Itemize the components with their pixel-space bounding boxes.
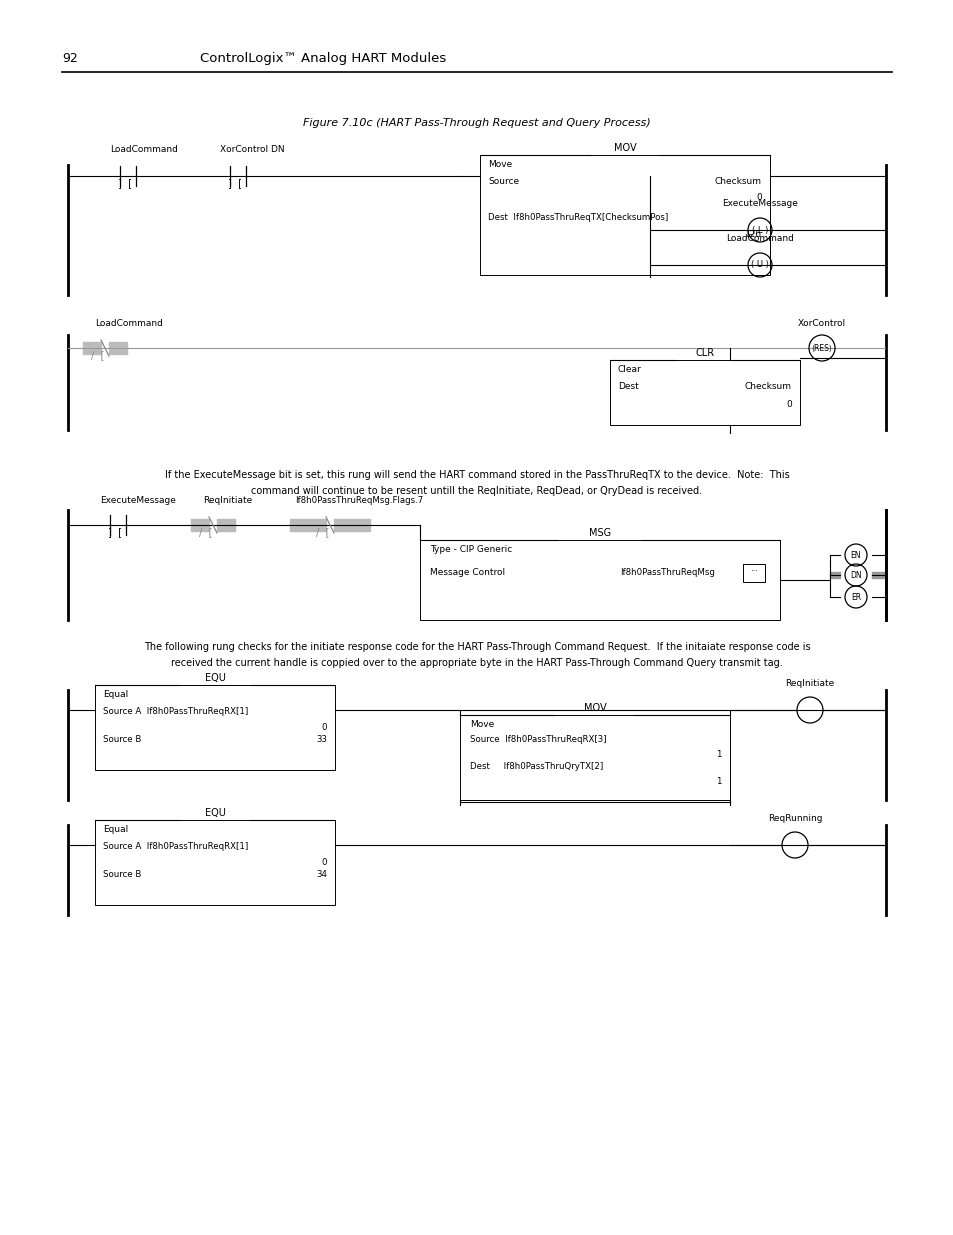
Text: 1: 1 <box>716 750 721 760</box>
Text: ExecuteMessage: ExecuteMessage <box>100 496 175 505</box>
Text: Dest  If8h0PassThruReqTX[ChecksumPos]: Dest If8h0PassThruReqTX[ChecksumPos] <box>488 212 667 222</box>
Text: MSG: MSG <box>588 529 611 538</box>
Text: EQU: EQU <box>204 673 225 683</box>
Text: LoadCommand: LoadCommand <box>110 144 177 154</box>
Text: 1: 1 <box>716 777 721 785</box>
Text: 0: 0 <box>321 722 327 732</box>
Text: Source  If8h0PassThruReqRX[3]: Source If8h0PassThruReqRX[3] <box>470 735 606 743</box>
Text: ]  [: ] [ <box>108 527 122 537</box>
Bar <box>95 820 335 905</box>
Text: MOV: MOV <box>613 143 636 153</box>
Text: ( U ): ( U ) <box>750 261 768 269</box>
Text: ER: ER <box>850 593 861 601</box>
Bar <box>419 540 780 620</box>
Text: ReqRunning: ReqRunning <box>767 814 821 823</box>
Text: Type - CIP Generic: Type - CIP Generic <box>430 545 512 555</box>
Text: 0: 0 <box>756 193 761 203</box>
Text: Checksum: Checksum <box>744 382 791 391</box>
Bar <box>459 715 729 800</box>
Text: 0: 0 <box>321 858 327 867</box>
Text: Source: Source <box>488 177 518 186</box>
Text: 33: 33 <box>315 735 327 743</box>
Text: EN: EN <box>850 551 861 559</box>
Bar <box>95 685 335 769</box>
Text: LoadCommand: LoadCommand <box>95 319 163 329</box>
Bar <box>479 156 769 275</box>
Text: 126: 126 <box>744 230 761 240</box>
Text: DN: DN <box>849 571 861 579</box>
Bar <box>609 359 800 425</box>
Text: The following rung checks for the initiate response code for the HART Pass-Throu: The following rung checks for the initia… <box>144 642 809 652</box>
Text: ]  [: ] [ <box>118 178 132 188</box>
Text: ( L ): ( L ) <box>751 226 767 235</box>
Text: LoadCommand: LoadCommand <box>725 233 793 243</box>
Text: /  [: / [ <box>91 350 104 359</box>
Text: Equal: Equal <box>103 690 128 699</box>
Text: ControlLogix™ Analog HART Modules: ControlLogix™ Analog HART Modules <box>200 52 446 65</box>
Text: MOV: MOV <box>583 703 606 713</box>
Text: 92: 92 <box>62 52 77 65</box>
Bar <box>742 564 764 582</box>
Text: Source A  If8h0PassThruReqRX[1]: Source A If8h0PassThruReqRX[1] <box>103 842 248 851</box>
Text: Dest: Dest <box>618 382 639 391</box>
Text: Checksum: Checksum <box>714 177 761 186</box>
Text: Figure 7.10c (HART Pass-Through Request and Query Process): Figure 7.10c (HART Pass-Through Request … <box>303 119 650 128</box>
Text: /  [: / [ <box>315 527 329 537</box>
Text: If8h0PassThruReqMsg: If8h0PassThruReqMsg <box>619 568 714 577</box>
Text: EQU: EQU <box>204 808 225 818</box>
Text: Source B: Source B <box>103 735 141 743</box>
Text: XorControl DN: XorControl DN <box>220 144 284 154</box>
Text: If8h0PassThruReqMsg.Flags.7: If8h0PassThruReqMsg.Flags.7 <box>294 496 423 505</box>
Text: Move: Move <box>470 720 494 729</box>
Text: Source A  If8h0PassThruReqRX[1]: Source A If8h0PassThruReqRX[1] <box>103 706 248 716</box>
Text: ⟨RES⟩: ⟨RES⟩ <box>811 343 832 352</box>
Text: Message Control: Message Control <box>430 568 504 577</box>
Text: If the ExecuteMessage bit is set, this rung will send the HART command stored in: If the ExecuteMessage bit is set, this r… <box>165 471 788 480</box>
Text: ExecuteMessage: ExecuteMessage <box>721 199 797 207</box>
Text: /  [: / [ <box>199 527 213 537</box>
Text: 34: 34 <box>315 869 327 879</box>
Text: ]  [: ] [ <box>228 178 242 188</box>
Text: Clear: Clear <box>618 366 641 374</box>
Text: received the current handle is coppied over to the appropriate byte in the HART : received the current handle is coppied o… <box>171 658 782 668</box>
Text: 0: 0 <box>785 400 791 409</box>
Text: ReqInitiate: ReqInitiate <box>784 679 834 688</box>
Text: XorControl: XorControl <box>797 319 845 329</box>
Text: ...: ... <box>749 564 757 573</box>
Text: Move: Move <box>488 161 512 169</box>
Text: ReqInitiate: ReqInitiate <box>203 496 252 505</box>
Text: CLR: CLR <box>695 348 714 358</box>
Text: command will continue to be resent untill the ReqInitiate, ReqDead, or QryDead i: command will continue to be resent until… <box>252 487 701 496</box>
Text: Equal: Equal <box>103 825 128 834</box>
Text: Dest     If8h0PassThruQryTX[2]: Dest If8h0PassThruQryTX[2] <box>470 762 602 771</box>
Text: Source B: Source B <box>103 869 141 879</box>
